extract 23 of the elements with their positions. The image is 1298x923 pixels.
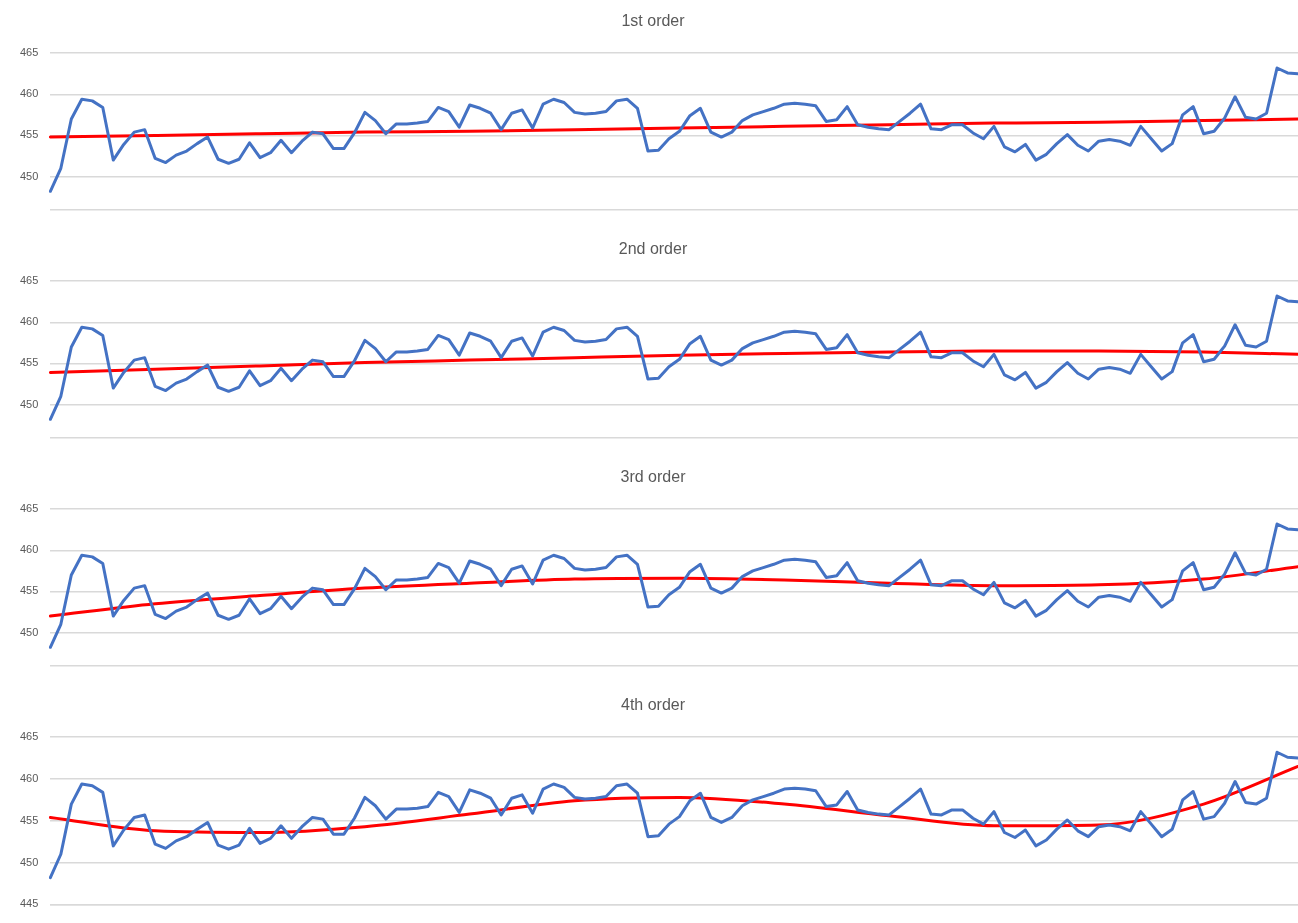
y-tick-label: 450	[19, 625, 39, 638]
line-series	[48, 117, 1298, 139]
y-tick-label: 465	[19, 46, 39, 59]
line-series	[48, 349, 1298, 374]
y-tick-label: 455	[19, 128, 39, 141]
y-tick-label: 465	[19, 730, 39, 743]
y-tick-label: 455	[19, 584, 39, 597]
chart-title: 1st order	[621, 12, 686, 30]
y-tick-label: 465	[19, 502, 39, 515]
y-tick-label: 460	[19, 772, 39, 785]
chart-title: 3rd order	[620, 468, 687, 486]
y-tick-label: 450	[19, 397, 39, 410]
y-tick-label: 460	[19, 543, 39, 556]
y-tick-label: 450	[19, 169, 39, 182]
y-tick-label: 450	[19, 855, 39, 868]
y-tick-label: 465	[19, 274, 39, 287]
y-tick-label: 460	[19, 315, 39, 328]
y-tick-label: 445	[19, 897, 39, 910]
chart-title: 2nd order	[618, 240, 688, 258]
y-tick-label: 455	[19, 813, 39, 826]
y-tick-label: 460	[19, 87, 39, 100]
y-tick-label: 455	[19, 356, 39, 369]
chart-title: 4th order	[620, 696, 686, 714]
